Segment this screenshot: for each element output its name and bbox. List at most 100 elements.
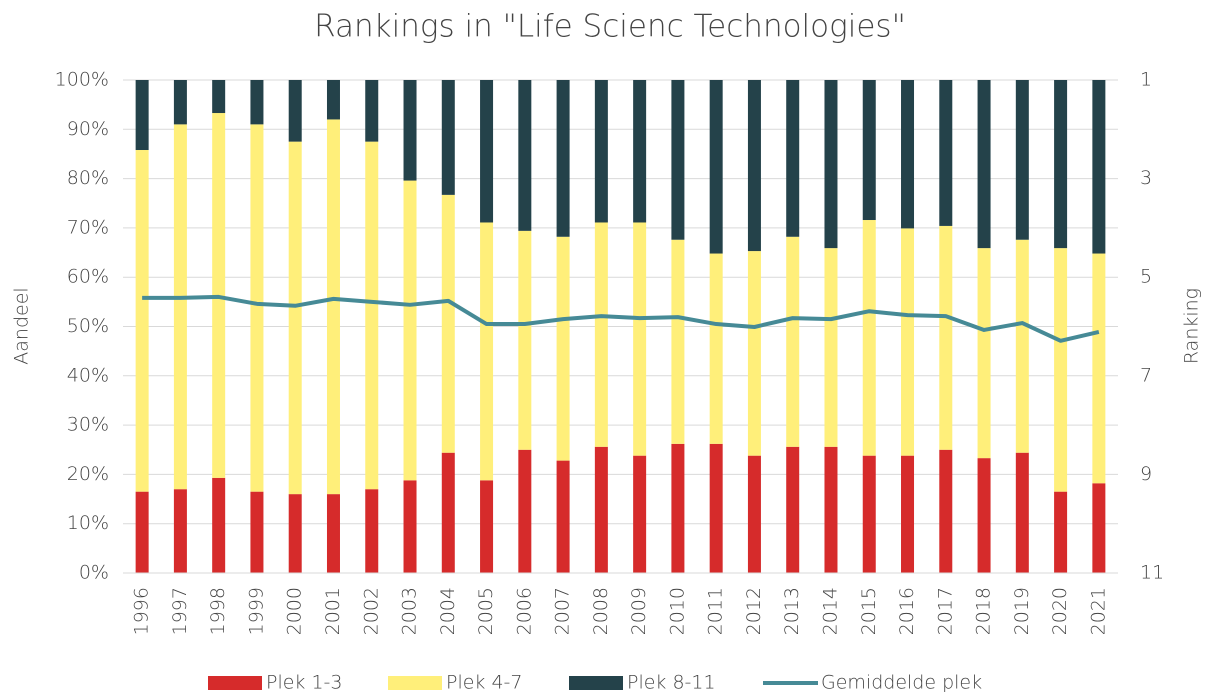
y2-tick-label: 11 [1140, 562, 1164, 584]
bar-segment [441, 80, 455, 195]
legend-swatch [569, 676, 623, 690]
bar-segment [173, 489, 187, 573]
y-tick-label: 30% [67, 414, 109, 436]
bar-segment [250, 491, 264, 573]
bar-segment [1054, 491, 1068, 573]
x-tick-label: 2015 [858, 587, 880, 635]
x-tick-label: 2013 [781, 587, 803, 635]
bar-segment [1015, 239, 1029, 453]
x-tick-label: 2006 [513, 587, 535, 635]
bar-segment [709, 443, 723, 573]
bar-segment [1092, 253, 1106, 484]
x-tick-label: 2001 [322, 587, 344, 635]
bar-segment [671, 443, 685, 573]
y2-tick-label: 3 [1140, 167, 1152, 189]
bar-segment [1054, 248, 1068, 492]
y-tick-label: 90% [67, 118, 109, 140]
bar-segment [173, 124, 187, 490]
y-tick-label: 0% [79, 562, 109, 584]
bar-segment [977, 458, 991, 573]
x-tick-label: 2000 [284, 587, 306, 635]
x-tick-label: 2012 [743, 587, 765, 635]
x-tick-label: 2014 [819, 587, 841, 635]
y2-tick-label: 5 [1140, 266, 1152, 288]
x-tick-label: 2019 [1011, 587, 1033, 635]
bar-segment [518, 230, 532, 450]
legend-label: Plek 4-7 [446, 672, 523, 694]
x-tick-label: 1999 [245, 587, 267, 635]
bar-segment [671, 80, 685, 240]
bar-segment [901, 228, 915, 456]
x-tick-label: 2018 [973, 587, 995, 635]
bar-segment [862, 220, 876, 456]
y-tick-label: 50% [67, 315, 109, 337]
bar-segment [786, 80, 800, 237]
y-tick-label: 20% [67, 463, 109, 485]
bar-segment [288, 80, 302, 142]
bar-segment [135, 150, 149, 492]
x-tick-label: 2011 [705, 587, 727, 635]
bar-segment [173, 80, 187, 125]
y2-tick-label: 7 [1140, 364, 1152, 386]
x-tick-label: 2016 [896, 587, 918, 635]
bar-segment [480, 80, 494, 223]
bar-segment [1015, 80, 1029, 240]
bar-segment [633, 80, 647, 223]
bar-segment [824, 248, 838, 447]
bar-segment [441, 194, 455, 453]
bar-segment [747, 80, 761, 252]
bar-segment [1015, 452, 1029, 573]
bar-segment [403, 80, 417, 181]
bar-segment [786, 236, 800, 447]
legend-label: Gemiddelde plek [821, 672, 982, 694]
y-tick-label: 70% [67, 216, 109, 238]
y-tick-label: 10% [67, 512, 109, 534]
x-tick-label: 2002 [360, 587, 382, 635]
bar-segment [326, 119, 340, 495]
legend-swatch [388, 676, 442, 690]
x-tick-label: 1996 [131, 587, 153, 635]
bar-segment [212, 477, 226, 573]
x-tick-label: 1997 [169, 587, 191, 635]
legend-label: Plek 8-11 [627, 672, 716, 694]
bar-segment [518, 80, 532, 231]
bar-segment [939, 80, 953, 226]
bar-segment [365, 141, 379, 490]
bar-segment [747, 251, 761, 456]
bar-segment [288, 494, 302, 573]
x-tick-label: 2003 [399, 587, 421, 635]
y-tick-label: 60% [67, 266, 109, 288]
bar-segment [212, 80, 226, 114]
x-tick-label: 2004 [437, 587, 459, 635]
x-tick-label: 2009 [628, 587, 650, 635]
bar-segment [326, 80, 340, 120]
bar-segment [250, 80, 264, 125]
line-series [142, 294, 1100, 343]
bar-segment [556, 460, 570, 573]
legend-label: Plek 1-3 [266, 672, 343, 694]
x-tick-label: 2010 [666, 587, 688, 635]
bar-segment [594, 80, 608, 223]
bar-segment [365, 489, 379, 573]
x-tick-label: 2021 [1087, 587, 1109, 635]
y-tick-label: 40% [67, 364, 109, 386]
bar-segment [594, 222, 608, 447]
bar-segment [977, 80, 991, 249]
bar-segment [365, 80, 379, 142]
bar-segment [480, 222, 494, 481]
y2-axis-label: Ranking [1181, 288, 1203, 364]
bar-segment [862, 455, 876, 573]
y-tick-label: 80% [67, 167, 109, 189]
bar-segment [1092, 80, 1106, 254]
bar-segment [901, 455, 915, 573]
bar-segment [939, 225, 953, 450]
x-tick-label: 2017 [934, 587, 956, 635]
bar-segment [326, 494, 340, 573]
bar-segment [403, 480, 417, 573]
bar-segment [709, 253, 723, 444]
bar-segment [747, 455, 761, 573]
bar-segment [824, 446, 838, 573]
bar-segment [135, 80, 149, 151]
bar-segment [977, 248, 991, 459]
